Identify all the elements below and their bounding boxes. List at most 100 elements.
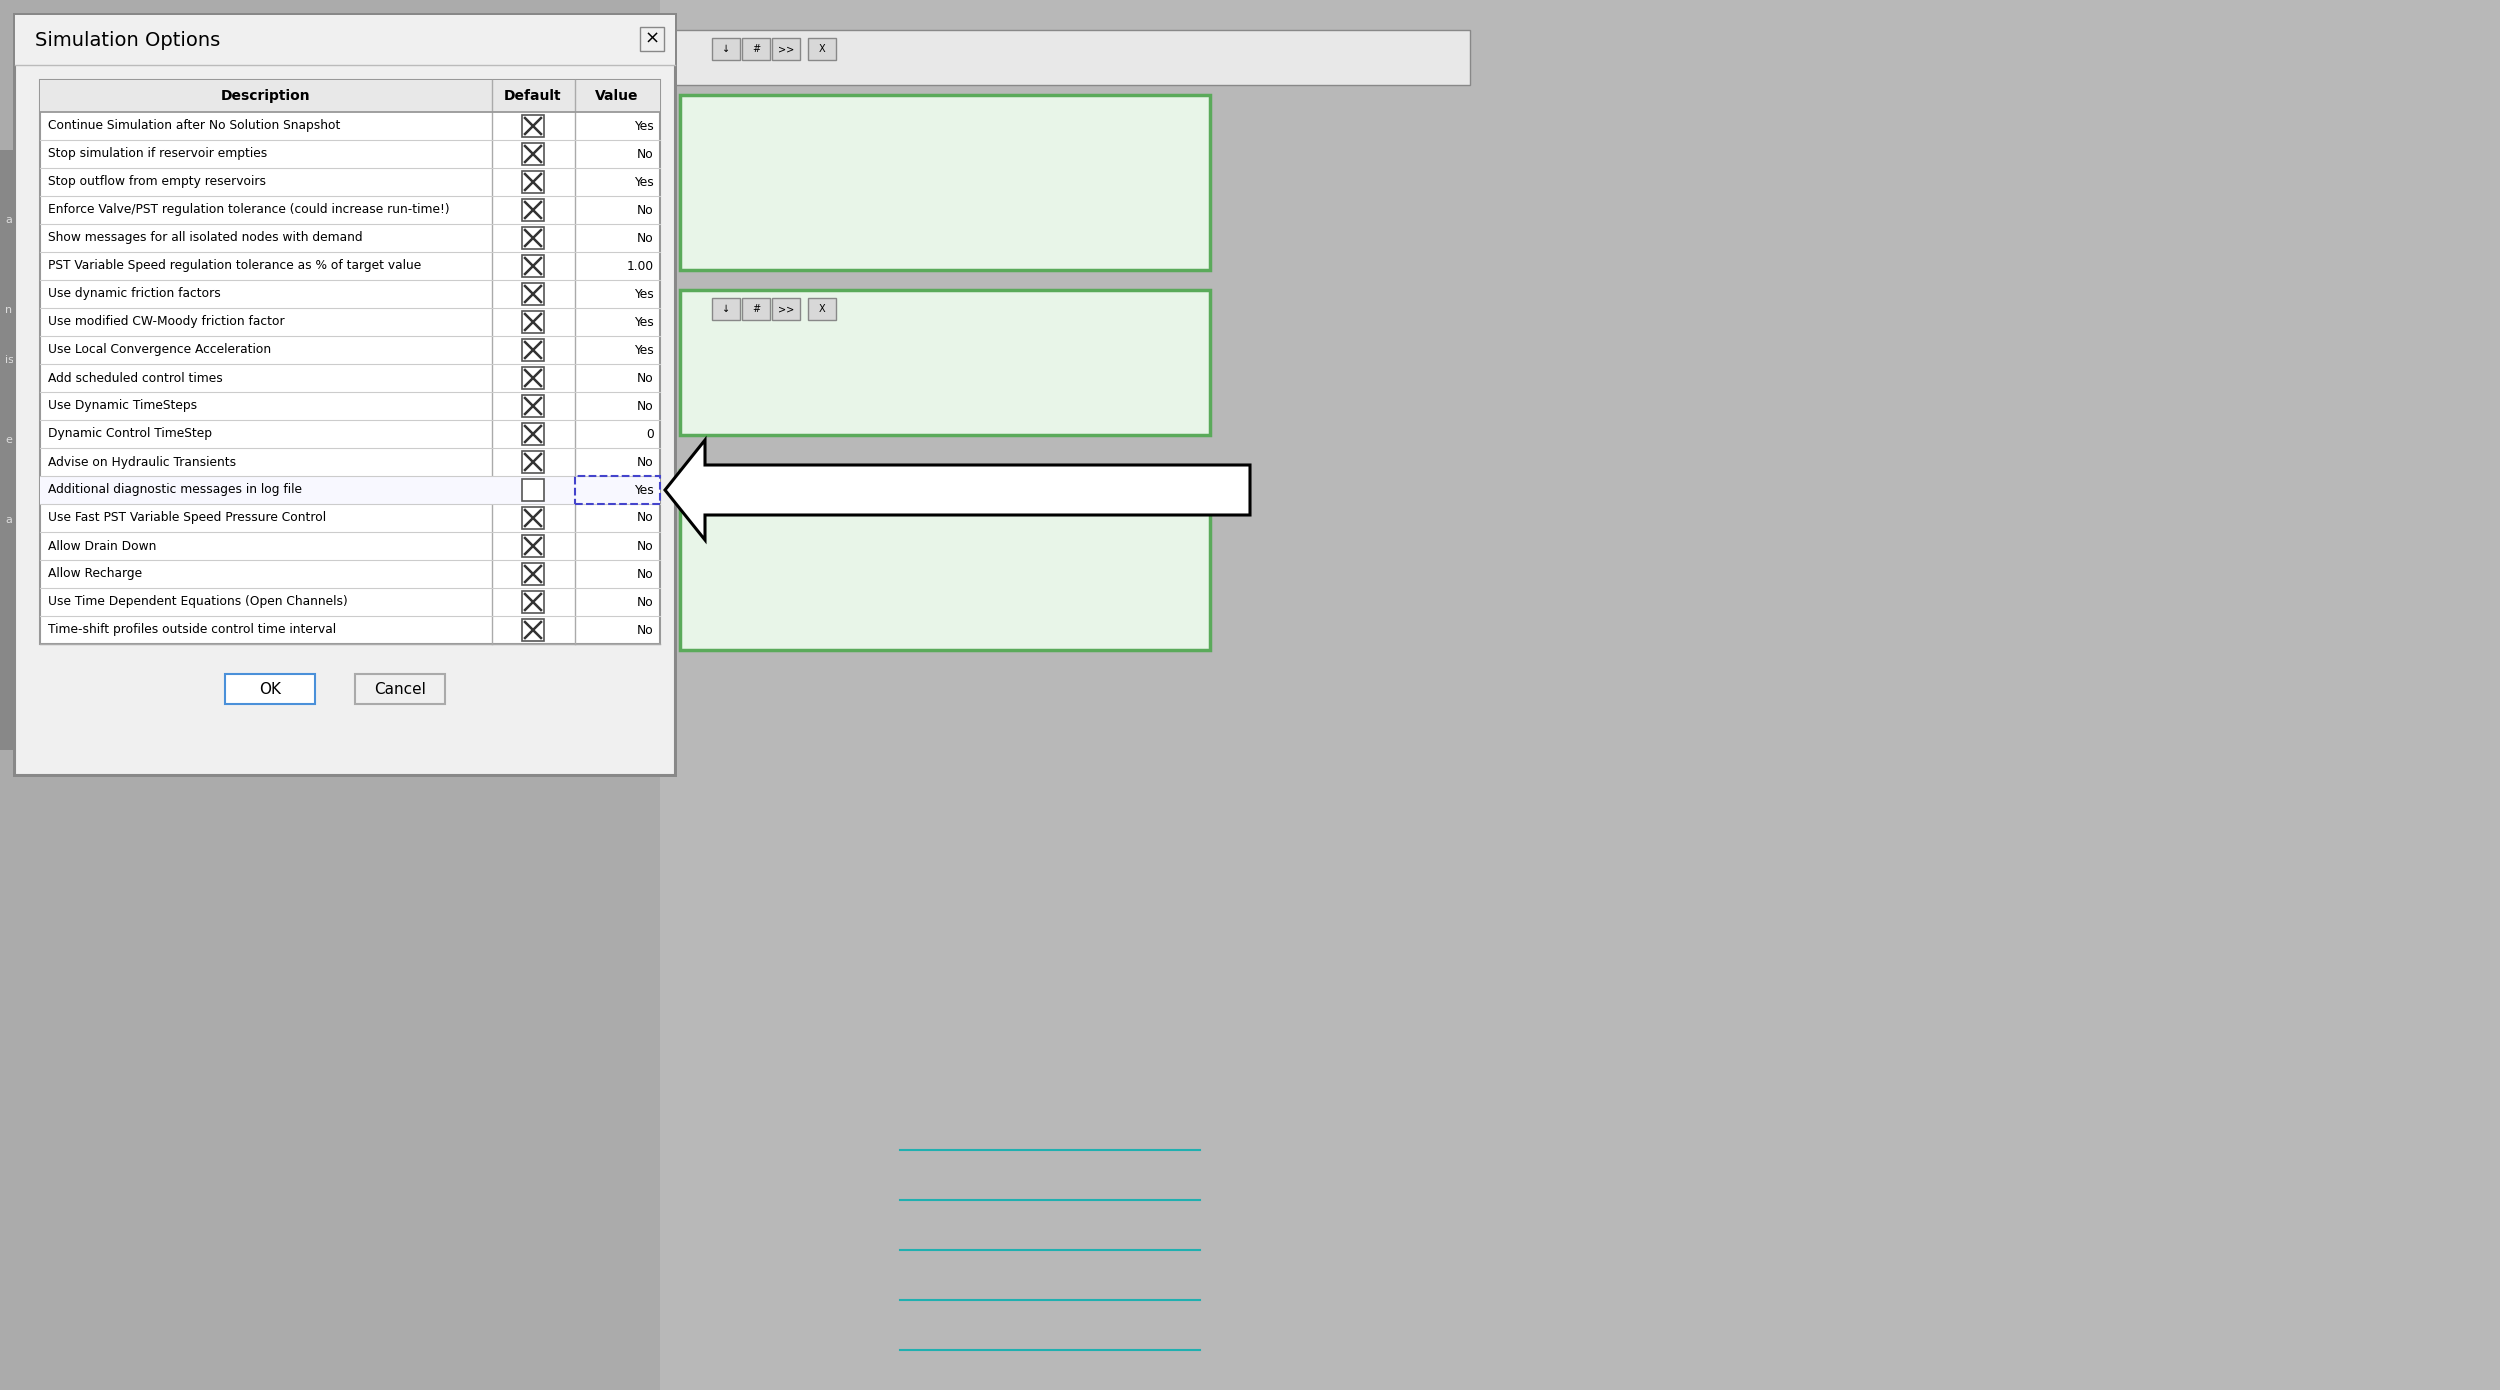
FancyBboxPatch shape [522, 591, 545, 613]
Text: Add scheduled control times: Add scheduled control times [48, 371, 222, 385]
FancyBboxPatch shape [522, 143, 545, 165]
Text: Dynamic Control TimeStep: Dynamic Control TimeStep [48, 428, 212, 441]
Text: Allow Drain Down: Allow Drain Down [48, 539, 158, 552]
Text: No: No [638, 203, 655, 217]
FancyBboxPatch shape [40, 475, 660, 505]
Text: Enforce Valve/PST regulation tolerance (could increase run-time!): Enforce Valve/PST regulation tolerance (… [48, 203, 450, 217]
FancyBboxPatch shape [225, 674, 315, 703]
FancyBboxPatch shape [522, 311, 545, 334]
Text: No: No [638, 624, 655, 637]
Text: 0: 0 [645, 428, 655, 441]
Text: Stop outflow from empty reservoirs: Stop outflow from empty reservoirs [48, 175, 265, 189]
FancyBboxPatch shape [640, 26, 665, 51]
FancyBboxPatch shape [40, 81, 660, 113]
FancyBboxPatch shape [522, 507, 545, 530]
Text: n: n [5, 304, 12, 316]
Text: X: X [818, 496, 825, 506]
FancyBboxPatch shape [522, 199, 545, 221]
FancyBboxPatch shape [15, 15, 675, 65]
Text: Show messages for all isolated nodes with demand: Show messages for all isolated nodes wit… [48, 232, 362, 245]
FancyBboxPatch shape [808, 38, 835, 60]
Text: X: X [818, 44, 825, 54]
Text: Value: Value [595, 89, 640, 103]
Text: No: No [638, 232, 655, 245]
FancyBboxPatch shape [355, 674, 445, 703]
Text: ↓: ↓ [722, 44, 730, 54]
Text: ↓: ↓ [722, 304, 730, 314]
Text: is: is [5, 354, 12, 366]
FancyBboxPatch shape [522, 284, 545, 304]
FancyBboxPatch shape [742, 297, 770, 320]
Text: #: # [752, 304, 760, 314]
FancyBboxPatch shape [808, 491, 835, 512]
Text: Yes: Yes [635, 484, 655, 496]
Text: No: No [638, 456, 655, 468]
Text: Use Local Convergence Acceleration: Use Local Convergence Acceleration [48, 343, 270, 356]
FancyBboxPatch shape [522, 450, 545, 473]
Text: No: No [638, 595, 655, 609]
FancyBboxPatch shape [12, 13, 678, 777]
FancyBboxPatch shape [712, 38, 740, 60]
FancyBboxPatch shape [522, 339, 545, 361]
Text: Allow Recharge: Allow Recharge [48, 567, 142, 581]
Text: No: No [638, 567, 655, 581]
Text: Yes: Yes [635, 175, 655, 189]
FancyBboxPatch shape [670, 31, 1470, 85]
Text: Use Fast PST Variable Speed Pressure Control: Use Fast PST Variable Speed Pressure Con… [48, 512, 325, 524]
Text: No: No [638, 399, 655, 413]
Text: Use Time Dependent Equations (Open Channels): Use Time Dependent Equations (Open Chann… [48, 595, 348, 609]
Text: e: e [5, 435, 12, 445]
FancyBboxPatch shape [522, 395, 545, 417]
Text: Cancel: Cancel [375, 681, 425, 696]
FancyBboxPatch shape [522, 227, 545, 249]
Text: >>: >> [778, 44, 795, 54]
FancyBboxPatch shape [712, 297, 740, 320]
Text: X: X [818, 304, 825, 314]
FancyBboxPatch shape [522, 563, 545, 585]
Text: #: # [752, 44, 760, 54]
FancyBboxPatch shape [522, 171, 545, 193]
Text: a: a [5, 215, 12, 225]
Text: PST Variable Speed regulation tolerance as % of target value: PST Variable Speed regulation tolerance … [48, 260, 420, 272]
FancyBboxPatch shape [660, 0, 2500, 1390]
FancyBboxPatch shape [680, 95, 1210, 270]
FancyBboxPatch shape [0, 150, 18, 751]
Text: Continue Simulation after No Solution Snapshot: Continue Simulation after No Solution Sn… [48, 120, 340, 132]
Text: No: No [638, 371, 655, 385]
Text: Yes: Yes [635, 343, 655, 356]
Text: OK: OK [260, 681, 280, 696]
FancyBboxPatch shape [772, 491, 800, 512]
Text: Stop simulation if reservoir empties: Stop simulation if reservoir empties [48, 147, 268, 160]
Text: a: a [5, 516, 12, 525]
FancyBboxPatch shape [40, 81, 660, 644]
FancyBboxPatch shape [680, 470, 1210, 651]
Text: 1.00: 1.00 [628, 260, 655, 272]
Text: Yes: Yes [635, 316, 655, 328]
Text: Yes: Yes [635, 288, 655, 300]
Text: Advise on Hydraulic Transients: Advise on Hydraulic Transients [48, 456, 235, 468]
FancyBboxPatch shape [15, 15, 675, 776]
Text: ×: × [645, 31, 660, 49]
FancyBboxPatch shape [522, 423, 545, 445]
FancyBboxPatch shape [522, 367, 545, 389]
FancyBboxPatch shape [522, 480, 545, 500]
Text: Default: Default [505, 89, 562, 103]
Text: No: No [638, 147, 655, 160]
Text: Additional diagnostic messages in log file: Additional diagnostic messages in log fi… [48, 484, 302, 496]
Text: Description: Description [220, 89, 310, 103]
Text: >>: >> [778, 496, 795, 506]
Text: No: No [638, 539, 655, 552]
FancyBboxPatch shape [772, 297, 800, 320]
FancyBboxPatch shape [680, 291, 1210, 435]
FancyBboxPatch shape [522, 535, 545, 557]
Text: Yes: Yes [635, 120, 655, 132]
Text: >>: >> [778, 304, 795, 314]
Text: Simulation Options: Simulation Options [35, 31, 220, 50]
FancyBboxPatch shape [742, 38, 770, 60]
Text: Use Dynamic TimeSteps: Use Dynamic TimeSteps [48, 399, 198, 413]
Text: No: No [638, 512, 655, 524]
Text: Use modified CW-Moody friction factor: Use modified CW-Moody friction factor [48, 316, 285, 328]
FancyBboxPatch shape [522, 115, 545, 138]
FancyBboxPatch shape [522, 254, 545, 277]
FancyBboxPatch shape [522, 619, 545, 641]
